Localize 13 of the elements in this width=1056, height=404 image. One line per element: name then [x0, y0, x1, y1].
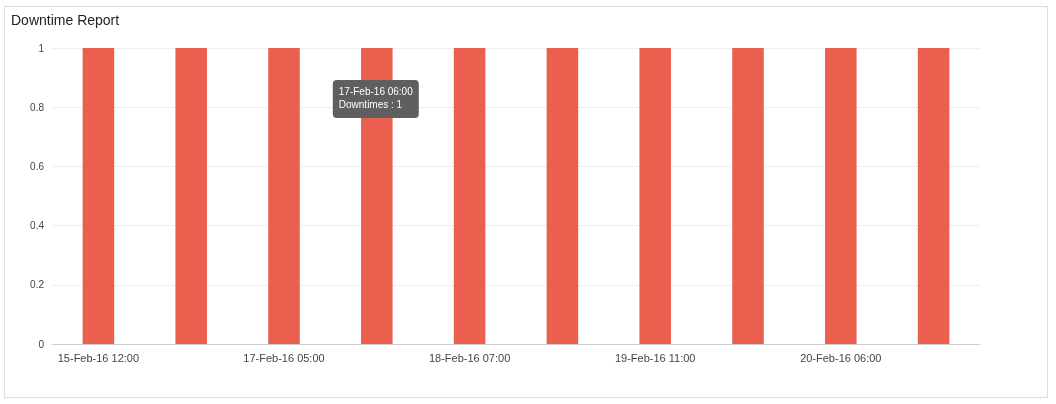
x-tick-label: 20-Feb-16 06:00	[800, 351, 882, 364]
y-tick-label: 0.4	[30, 220, 45, 232]
y-tick-label: 0.2	[30, 279, 45, 291]
y-tick-label: 0.8	[30, 101, 45, 113]
x-tick-label: 15-Feb-16 12:00	[57, 351, 140, 364]
y-tick-label: 0.6	[30, 160, 45, 172]
annotation: 17-Feb-16 06:00 Downtimes : 1	[338, 85, 414, 110]
chart-title: Downtime Report	[11, 12, 120, 28]
y-tick-label: 1	[38, 42, 45, 54]
x-tick-label: 19-Feb-16 11:00	[614, 351, 696, 364]
x-tick-label: 18-Feb-16 07:00	[428, 351, 511, 364]
x-tick-label: 17-Feb-16 05:00	[243, 351, 325, 364]
y-tick-label: 0	[38, 338, 45, 350]
